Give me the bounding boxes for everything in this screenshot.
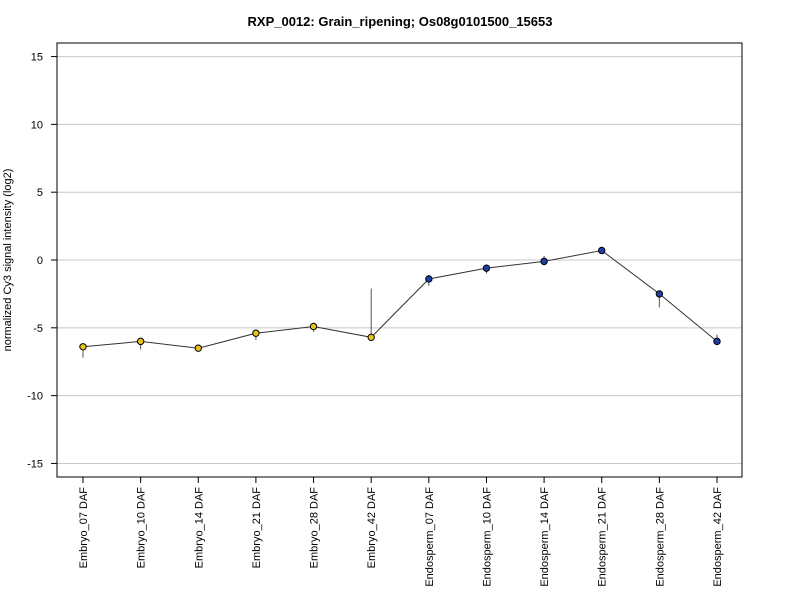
data-point — [136, 337, 145, 346]
data-point — [425, 275, 433, 283]
data-point — [194, 344, 202, 352]
x-tick-label: Embryo_21 DAF — [251, 487, 263, 569]
y-tick-label: 10 — [31, 119, 43, 131]
data-point — [540, 257, 548, 266]
x-axis: Embryo_07 DAF Embryo_10 DAF Embryo_14 DAF E… — [78, 477, 724, 587]
x-tick-label: Endosperm_10 DAF — [481, 487, 493, 587]
x-tick-label: Endosperm_21 DAF — [597, 487, 609, 587]
data-point — [482, 264, 491, 272]
x-tick-label: Endosperm_42 DAF — [712, 487, 724, 587]
data-point — [713, 337, 721, 346]
grid-lines — [57, 56, 742, 464]
x-tick-label: Endosperm_07 DAF — [424, 487, 436, 587]
series-line — [82, 249, 718, 349]
data-point — [598, 246, 606, 255]
x-tick-label: Endosperm_14 DAF — [539, 487, 551, 587]
data-point — [79, 343, 87, 351]
y-tick-label: -10 — [27, 391, 43, 403]
y-axis: 15 10 5 0 -5 -10 -15 — [27, 52, 57, 470]
data-point — [655, 290, 664, 298]
y-tick-label: -15 — [27, 458, 43, 470]
y-tick-label: 15 — [31, 52, 43, 64]
data-point — [309, 322, 318, 331]
x-tick-label: Endosperm_28 DAF — [654, 487, 666, 587]
data-point — [252, 329, 260, 337]
x-tick-label: Embryo_10 DAF — [136, 487, 148, 569]
y-tick-label: 5 — [37, 187, 43, 199]
data-point — [367, 333, 375, 342]
y-tick-label: 0 — [37, 255, 43, 267]
x-tick-label: Embryo_14 DAF — [193, 487, 205, 569]
y-tick-label: -5 — [33, 323, 43, 335]
x-tick-label: Embryo_42 DAF — [366, 487, 378, 569]
x-tick-label: Embryo_07 DAF — [78, 487, 90, 569]
x-tick-label: Embryo_28 DAF — [309, 487, 321, 569]
y-axis-label: normalized Cy3 signal intensity (log2) — [2, 169, 14, 352]
chart-title: RXP_0012: Grain_ripening; Os08g0101500_1… — [248, 14, 553, 29]
data-points — [79, 246, 721, 352]
